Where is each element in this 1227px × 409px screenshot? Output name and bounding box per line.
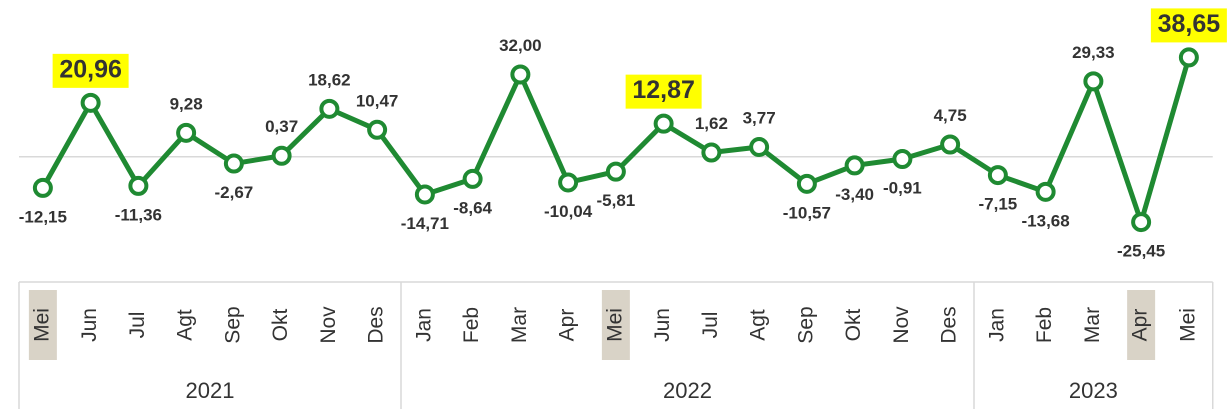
label-highlight <box>1150 8 1227 43</box>
x-tick-label: Sep <box>221 306 244 343</box>
category-highlight <box>28 290 57 360</box>
x-tick-label: Okt <box>842 309 865 342</box>
data-label: -8,64 <box>453 198 492 217</box>
data-label: 0,37 <box>265 117 298 136</box>
x-tick-label: Apr <box>556 309 579 342</box>
marker <box>32 177 53 198</box>
data-label: -7,15 <box>979 195 1018 214</box>
year-label: 2021 <box>186 378 235 403</box>
data-label: -3,40 <box>835 185 874 204</box>
marker <box>987 165 1008 186</box>
data-label: 18,62 <box>308 70 351 89</box>
category-highlight <box>601 290 630 360</box>
x-tick-label: Mei <box>603 308 626 342</box>
marker <box>1178 47 1199 68</box>
marker <box>319 98 340 119</box>
marker <box>80 92 101 113</box>
x-tick-label: Des <box>938 306 961 343</box>
data-label: -2,67 <box>215 183 254 202</box>
marker <box>940 134 961 155</box>
year-label: 2023 <box>1069 378 1118 403</box>
marker <box>510 64 531 85</box>
data-label: -5,81 <box>597 191 636 210</box>
data-label: -11,36 <box>115 205 162 224</box>
marker <box>367 119 388 140</box>
x-tick-label: Agt <box>174 309 197 341</box>
x-tick-label: Mei <box>1176 308 1199 342</box>
data-label: 9,28 <box>170 94 203 113</box>
x-tick-label: Jul <box>126 312 149 339</box>
x-tick-label: Sep <box>794 306 817 343</box>
x-tick-label: Mar <box>508 307 531 343</box>
marker <box>414 184 435 205</box>
marker <box>271 145 292 166</box>
category-highlight <box>1127 290 1156 360</box>
marker <box>558 172 579 193</box>
x-tick-label: Jun <box>651 308 674 342</box>
marker <box>844 155 865 176</box>
marker <box>892 149 913 170</box>
data-label: 29,33 <box>1072 43 1115 62</box>
data-label: -12,15 <box>19 207 67 226</box>
data-label: 32,00 <box>499 36 542 55</box>
marker <box>796 173 817 194</box>
data-label: 12,87 <box>632 76 695 104</box>
data-label: -14,71 <box>401 214 449 233</box>
data-label: 38,65 <box>1158 10 1221 38</box>
x-tick-label: Feb <box>460 307 483 343</box>
data-label: -13,68 <box>1022 211 1070 230</box>
marker <box>176 122 197 143</box>
x-tick-label: Jan <box>985 308 1008 342</box>
marker <box>653 113 674 134</box>
data-label: 3,77 <box>743 108 776 127</box>
data-label: 4,75 <box>934 106 967 125</box>
marker <box>749 137 770 158</box>
marker <box>605 161 626 182</box>
x-tick-label: Jul <box>699 312 722 339</box>
x-tick-label: Feb <box>1033 307 1056 343</box>
x-tick-label: Jan <box>412 308 435 342</box>
marker <box>1083 71 1104 92</box>
x-tick-label: Mei <box>30 308 53 342</box>
data-label: -10,04 <box>544 202 593 221</box>
data-label: 1,62 <box>695 114 728 133</box>
year-label: 2022 <box>663 378 712 403</box>
x-tick-label: Okt <box>269 309 292 342</box>
data-label: -0,91 <box>883 179 922 198</box>
data-label: 20,96 <box>59 55 122 83</box>
data-label: -25,45 <box>1117 242 1165 261</box>
x-tick-label: Nov <box>317 306 340 344</box>
label-highlight <box>625 74 702 109</box>
data-label: -10,57 <box>783 203 831 222</box>
x-tick-label: Mar <box>1081 307 1104 343</box>
x-tick-label: Nov <box>890 306 913 344</box>
marker <box>128 175 149 196</box>
data-label: 10,47 <box>356 91 399 110</box>
marker <box>223 153 244 174</box>
marker <box>462 168 483 189</box>
marker <box>1035 181 1056 202</box>
x-tick-label: Jun <box>78 308 101 342</box>
marker <box>701 142 722 163</box>
x-tick-label: Agt <box>747 309 770 341</box>
label-highlight <box>52 53 129 88</box>
marker <box>1131 212 1152 233</box>
x-tick-label: Des <box>365 306 388 343</box>
x-tick-label: Apr <box>1129 309 1152 342</box>
